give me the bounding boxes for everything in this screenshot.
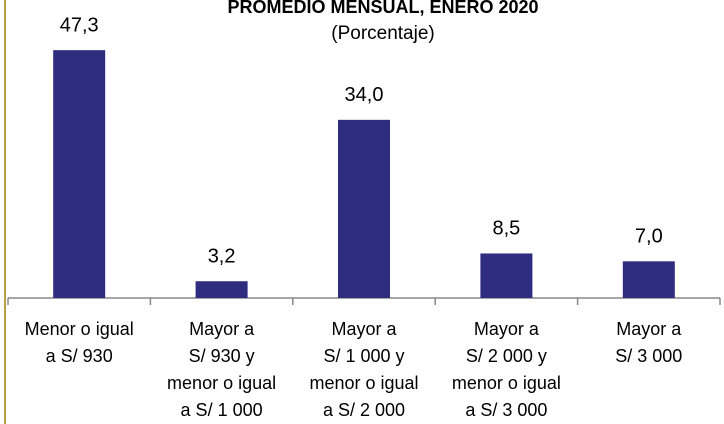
bar (195, 281, 248, 298)
x-tick-label: Mayor a S/ 930 y menor o igual a S/ 1 000 (167, 319, 276, 420)
bar (480, 253, 533, 298)
x-tick-label: Mayor a S/ 2 000 y menor o igual a S/ 3 000 (452, 319, 561, 420)
bar (622, 261, 675, 298)
value-label: 8,5 (492, 218, 520, 240)
bar (338, 119, 390, 298)
value-label: 3,2 (208, 246, 236, 268)
x-tick-label: Menor o igual a S/ 930 (25, 319, 134, 366)
chart-title: PROMEDIO MENSUAL, ENERO 2020 (227, 0, 538, 17)
x-tick-label: Mayor a S/ 1 000 y menor o igual a S/ 2 000 (309, 319, 418, 420)
value-label: 47,3 (60, 14, 99, 36)
x-tick-label: Mayor a S/ 3 000 (615, 319, 682, 366)
bar (53, 50, 106, 299)
value-label: 7,0 (635, 226, 663, 248)
value-label: 34,0 (345, 84, 384, 106)
chart-subtitle: (Porcentaje) (331, 23, 435, 44)
